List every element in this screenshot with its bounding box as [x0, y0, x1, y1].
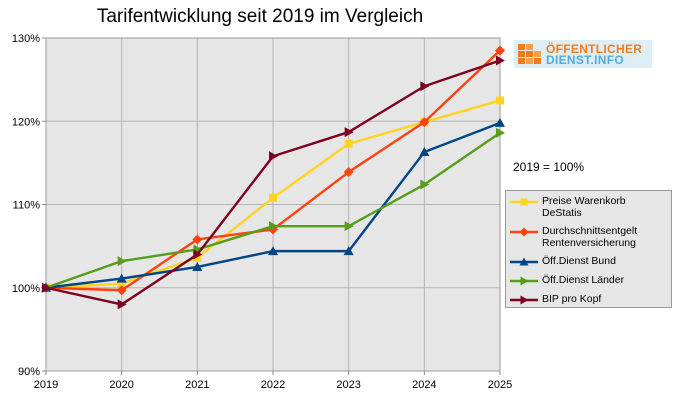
y-tick-label: 100% [12, 283, 40, 295]
data-point-marker [495, 45, 505, 56]
legend-swatch [510, 276, 538, 286]
data-point-marker [520, 276, 529, 286]
legend-label: Öff.Dienst Länder [542, 274, 625, 286]
x-tick-label: 2024 [412, 379, 436, 391]
data-point-marker [343, 246, 354, 256]
legend-item: Öff.Dienst Bund [510, 255, 667, 268]
y-tick-label: 130% [12, 33, 40, 45]
y-tick-label: 120% [12, 116, 40, 128]
logo-text-line2: DIENST.INFO [546, 53, 624, 67]
legend-swatch [510, 198, 538, 206]
legend-swatch [510, 257, 538, 266]
series-5 [42, 55, 505, 310]
data-point-marker [519, 257, 529, 266]
data-point-marker [269, 151, 278, 162]
x-tick-label: 2020 [109, 379, 133, 391]
data-point-marker [419, 147, 430, 157]
data-point-marker [420, 179, 430, 190]
oeffentlicher-dienst-logo: ÖFFENTLICHER DIENST.INFO [514, 40, 652, 68]
chart-legend: Preise Warenkorb DeStatis Durchschnittsen… [505, 190, 672, 308]
legend-label: BIP pro Kopf [542, 293, 602, 305]
plot-border [45, 37, 501, 372]
data-point-marker [496, 96, 504, 105]
data-point-marker [343, 167, 354, 178]
data-point-marker [269, 221, 278, 232]
legend-label: Preise Warenkorb DeStatis [542, 195, 626, 219]
data-point-marker [117, 299, 127, 310]
legend-item: Durchschnittsentgelt Rentenversicherung [510, 225, 667, 249]
legend-item: Preise Warenkorb DeStatis [510, 195, 667, 219]
legend-item: Öff.Dienst Länder [510, 274, 667, 287]
data-point-marker [116, 273, 127, 283]
data-point-marker [193, 253, 202, 262]
axes: 90% 100% 110% 120% 130% 2019 2020 2021 2022 2023 2… [12, 33, 512, 391]
data-point-marker [117, 256, 127, 267]
data-point-marker [520, 295, 529, 305]
data-point-marker [420, 81, 430, 92]
data-point-marker [419, 117, 430, 128]
series-3 [41, 117, 505, 292]
data-point-marker [496, 55, 505, 66]
data-point-marker [269, 193, 277, 202]
data-point-marker [117, 279, 126, 288]
data-point-marker [192, 261, 203, 271]
y-tick-label: 90% [18, 366, 40, 378]
data-point-marker [519, 227, 529, 237]
series-lines [41, 45, 505, 310]
data-point-marker [344, 139, 353, 148]
x-tick-label: 2025 [488, 379, 512, 391]
legend-swatch [510, 227, 538, 237]
data-point-marker [495, 117, 505, 127]
legend-label: Öff.Dienst Bund [542, 255, 616, 267]
logo-blocks-icon [518, 44, 541, 64]
chart-title: Tarifentwicklung seit 2019 im Vergleich [96, 6, 424, 27]
legend-item: BIP pro Kopf [510, 293, 667, 306]
x-tick-label: 2023 [336, 379, 360, 391]
data-point-marker [520, 198, 528, 206]
data-point-marker [42, 282, 51, 293]
legend-label: Durchschnittsentgelt Rentenversicherung [542, 225, 638, 249]
data-point-marker [192, 234, 203, 245]
data-point-marker [268, 246, 278, 256]
base-year-note: 2019 = 100% [513, 160, 585, 174]
logo-text-line1: ÖFFENTLICHER [546, 42, 643, 56]
data-point-marker [344, 127, 354, 138]
legend-swatch [510, 295, 538, 305]
x-tick-label: 2021 [185, 379, 209, 391]
data-point-marker [496, 127, 505, 138]
x-tick-label: 2022 [261, 379, 285, 391]
y-tick-label: 110% [13, 200, 41, 212]
data-point-marker [193, 249, 203, 260]
data-point-marker [344, 221, 354, 232]
x-tick-label: 2019 [34, 379, 58, 391]
data-point-marker [116, 285, 127, 296]
